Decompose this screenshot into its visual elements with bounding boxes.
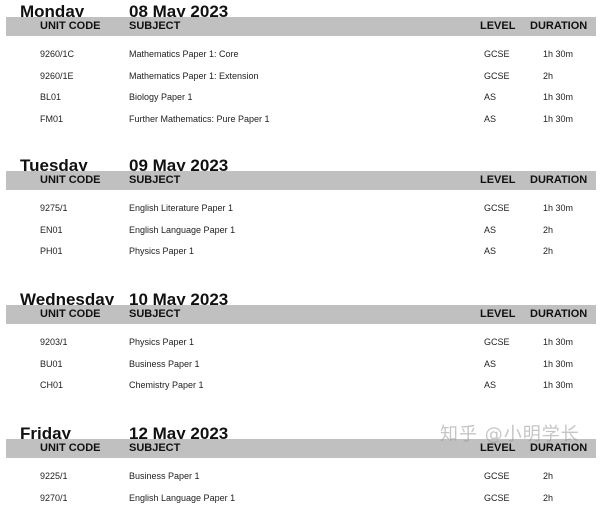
unit-code: 9270/1 <box>40 492 68 503</box>
day-date: 10 May 2023 <box>129 290 229 309</box>
unit-code: BL01 <box>40 92 62 103</box>
day-name: Friday <box>20 424 72 443</box>
header-duration: DURATION <box>530 174 588 186</box>
table-row: 9203/1 Physics Paper 1 GCSE 1h 30m <box>0 332 600 352</box>
header-subject: SUBJECT <box>129 20 181 32</box>
unit-code: BU01 <box>40 358 63 369</box>
duration: 1h 30m <box>543 337 574 347</box>
unit-code: PH01 <box>40 246 63 257</box>
table-header: UNIT CODE SUBJECT LEVEL DURATION <box>6 439 596 458</box>
unit-code: 9203/1 <box>40 337 68 347</box>
table-header: UNIT CODE SUBJECT LEVEL DURATION <box>6 305 596 324</box>
level: GCSE <box>484 203 510 213</box>
day-name: Wednesday <box>20 290 115 309</box>
table-row: FM01 Further Mathematics: Pure Paper 1 A… <box>0 109 600 129</box>
level: AS <box>484 224 497 235</box>
subject: Chemistry Paper 1 <box>129 380 204 391</box>
day-date: 09 May 2023 <box>129 156 229 175</box>
duration: 1h 30m <box>543 358 574 369</box>
subject: English Language Paper 1 <box>129 224 236 235</box>
header-duration: DURATION <box>530 20 588 32</box>
level: GCSE <box>484 70 510 81</box>
subject: Biology Paper 1 <box>129 92 193 103</box>
unit-code: EN01 <box>40 224 63 235</box>
day-name: Tuesday <box>20 156 88 175</box>
level: GCSE <box>484 471 510 481</box>
duration: 2h <box>543 492 554 503</box>
subject: Further Mathematics: Pure Paper 1 <box>129 113 270 124</box>
table-row: CH01 Chemistry Paper 1 AS 1h 30m <box>0 375 600 395</box>
header-unit-code: UNIT CODE <box>40 308 101 320</box>
header-level: LEVEL <box>480 442 516 454</box>
duration: 1h 30m <box>543 113 574 124</box>
unit-code: CH01 <box>40 380 64 391</box>
unit-code: FM01 <box>40 113 64 124</box>
header-unit-code: UNIT CODE <box>40 20 101 32</box>
subject: Business Paper 1 <box>129 471 200 481</box>
subject: English Language Paper 1 <box>129 492 236 503</box>
header-duration: DURATION <box>530 308 588 320</box>
table-row: 9260/1E Mathematics Paper 1: Extension G… <box>0 66 600 86</box>
header-level: LEVEL <box>480 308 516 320</box>
duration: 2h <box>543 224 554 235</box>
table-row: 9225/1 Business Paper 1 GCSE 2h <box>0 466 600 486</box>
subject: Mathematics Paper 1: Extension <box>129 70 259 81</box>
unit-code: 9275/1 <box>40 203 68 213</box>
level: AS <box>484 113 497 124</box>
table-row: 9260/1C Mathematics Paper 1: Core GCSE 1… <box>0 44 600 64</box>
header-duration: DURATION <box>530 442 588 454</box>
level: AS <box>484 92 497 103</box>
header-subject: SUBJECT <box>129 442 181 454</box>
duration: 1h 30m <box>543 203 574 213</box>
subject: Physics Paper 1 <box>129 246 195 257</box>
day-date: 08 May 2023 <box>129 2 229 21</box>
table-row: BU01 Business Paper 1 AS 1h 30m <box>0 354 600 374</box>
table-row: 9270/1 English Language Paper 1 GCSE 2h <box>0 488 600 508</box>
subject: Mathematics Paper 1: Core <box>129 49 239 59</box>
level: AS <box>484 358 497 369</box>
duration: 2h <box>543 471 554 481</box>
table-row: BL01 Biology Paper 1 AS 1h 30m <box>0 87 600 107</box>
header-level: LEVEL <box>480 174 516 186</box>
header-subject: SUBJECT <box>129 308 181 320</box>
table-row: EN01 English Language Paper 1 AS 2h <box>0 220 600 240</box>
level: GCSE <box>484 49 510 59</box>
day-name: Monday <box>20 2 85 21</box>
duration: 1h 30m <box>543 49 574 59</box>
table-header: UNIT CODE SUBJECT LEVEL DURATION <box>6 17 596 36</box>
level: GCSE <box>484 492 510 503</box>
day-date: 12 May 2023 <box>129 424 229 443</box>
duration: 1h 30m <box>543 92 574 103</box>
level: AS <box>484 380 497 391</box>
level: AS <box>484 246 497 257</box>
subject: English Literature Paper 1 <box>129 203 234 213</box>
duration: 2h <box>543 70 554 81</box>
table-row: 9275/1 English Literature Paper 1 GCSE 1… <box>0 198 600 218</box>
header-level: LEVEL <box>480 20 516 32</box>
table-row: PH01 Physics Paper 1 AS 2h <box>0 241 600 261</box>
watermark: 知乎 @小明学长 <box>440 424 580 445</box>
level: GCSE <box>484 337 510 347</box>
duration: 1h 30m <box>543 380 574 391</box>
unit-code: 9225/1 <box>40 471 68 481</box>
duration: 2h <box>543 246 554 257</box>
header-unit-code: UNIT CODE <box>40 174 101 186</box>
unit-code: 9260/1E <box>40 70 74 81</box>
subject: Physics Paper 1 <box>129 337 195 347</box>
table-header: UNIT CODE SUBJECT LEVEL DURATION <box>6 171 596 190</box>
header-subject: SUBJECT <box>129 174 181 186</box>
unit-code: 9260/1C <box>40 49 75 59</box>
subject: Business Paper 1 <box>129 358 200 369</box>
header-unit-code: UNIT CODE <box>40 442 101 454</box>
